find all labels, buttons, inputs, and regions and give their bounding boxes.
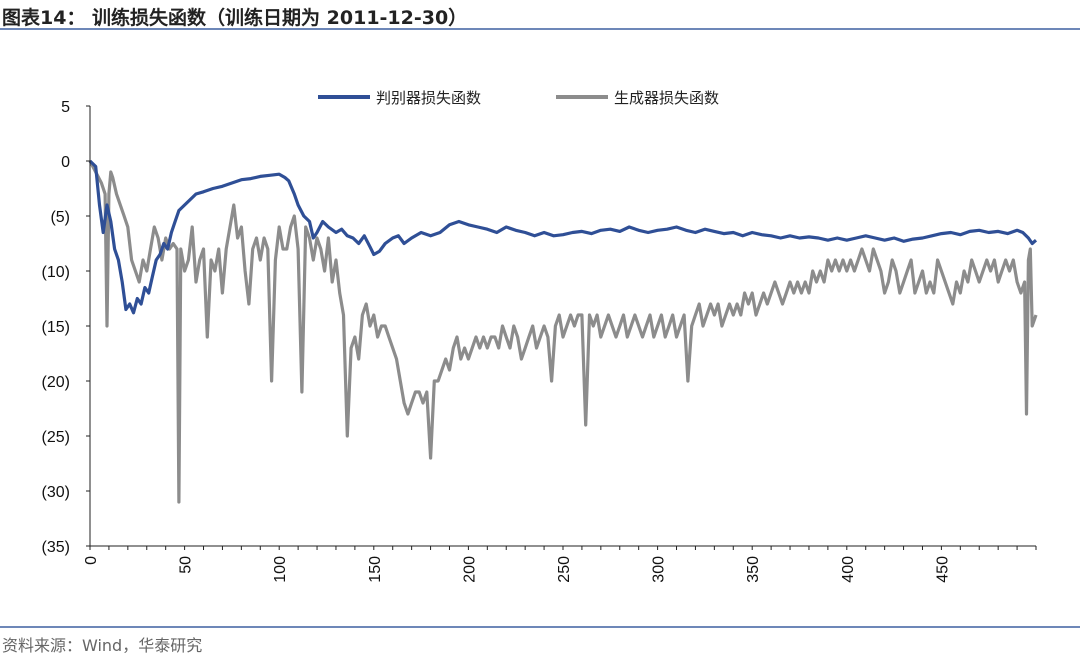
- x-tick-label: 300: [651, 556, 668, 583]
- y-tick-label: (10): [42, 264, 70, 281]
- y-tick-label: (20): [42, 374, 70, 391]
- figure-title: 图表14： 训练损失函数（训练日期为 2011-12-30）: [2, 7, 468, 29]
- x-tick-label: 200: [461, 556, 478, 583]
- series-line-discriminator: [88, 159, 1038, 315]
- x-tick-label: 150: [367, 556, 384, 583]
- x-tick-label: 450: [934, 556, 951, 583]
- x-tick-label: 400: [840, 556, 857, 583]
- x-tick-label: 350: [745, 556, 762, 583]
- x-tick-label: 0: [83, 556, 100, 565]
- header-divider: [0, 28, 1080, 30]
- x-tick-label: 250: [556, 556, 573, 583]
- y-tick-label: (25): [42, 429, 70, 446]
- plot-lines: [88, 159, 1038, 504]
- y-tick-label: (15): [42, 319, 70, 336]
- y-tick-label: (5): [50, 209, 70, 226]
- y-tick-label: (30): [42, 484, 70, 501]
- source-note: 资料来源：Wind，华泰研究: [2, 636, 203, 655]
- series-line-generator: [88, 160, 1038, 504]
- loss-line-chart: 50(5)(10)(15)(20)(25)(30)(35)0 50 100 150 20…: [42, 89, 1038, 583]
- x-tick-label: 50: [178, 556, 195, 574]
- y-tick-label: (35): [42, 539, 70, 556]
- legend-label: 判别器损失函数: [376, 89, 481, 107]
- legend-label: 生成器损失函数: [614, 89, 719, 107]
- x-tick-label: 100: [272, 556, 289, 583]
- axes: 50(5)(10)(15)(20)(25)(30)(35)0 50 100 150 20…: [42, 99, 1037, 583]
- y-tick-label: 5: [61, 99, 70, 116]
- footer-divider: [0, 626, 1080, 628]
- y-tick-label: 0: [61, 154, 70, 171]
- legend: 判别器损失函数 生成器损失函数: [318, 89, 719, 107]
- figure-header: 图表14： 训练损失函数（训练日期为 2011-12-30）: [0, 0, 1080, 30]
